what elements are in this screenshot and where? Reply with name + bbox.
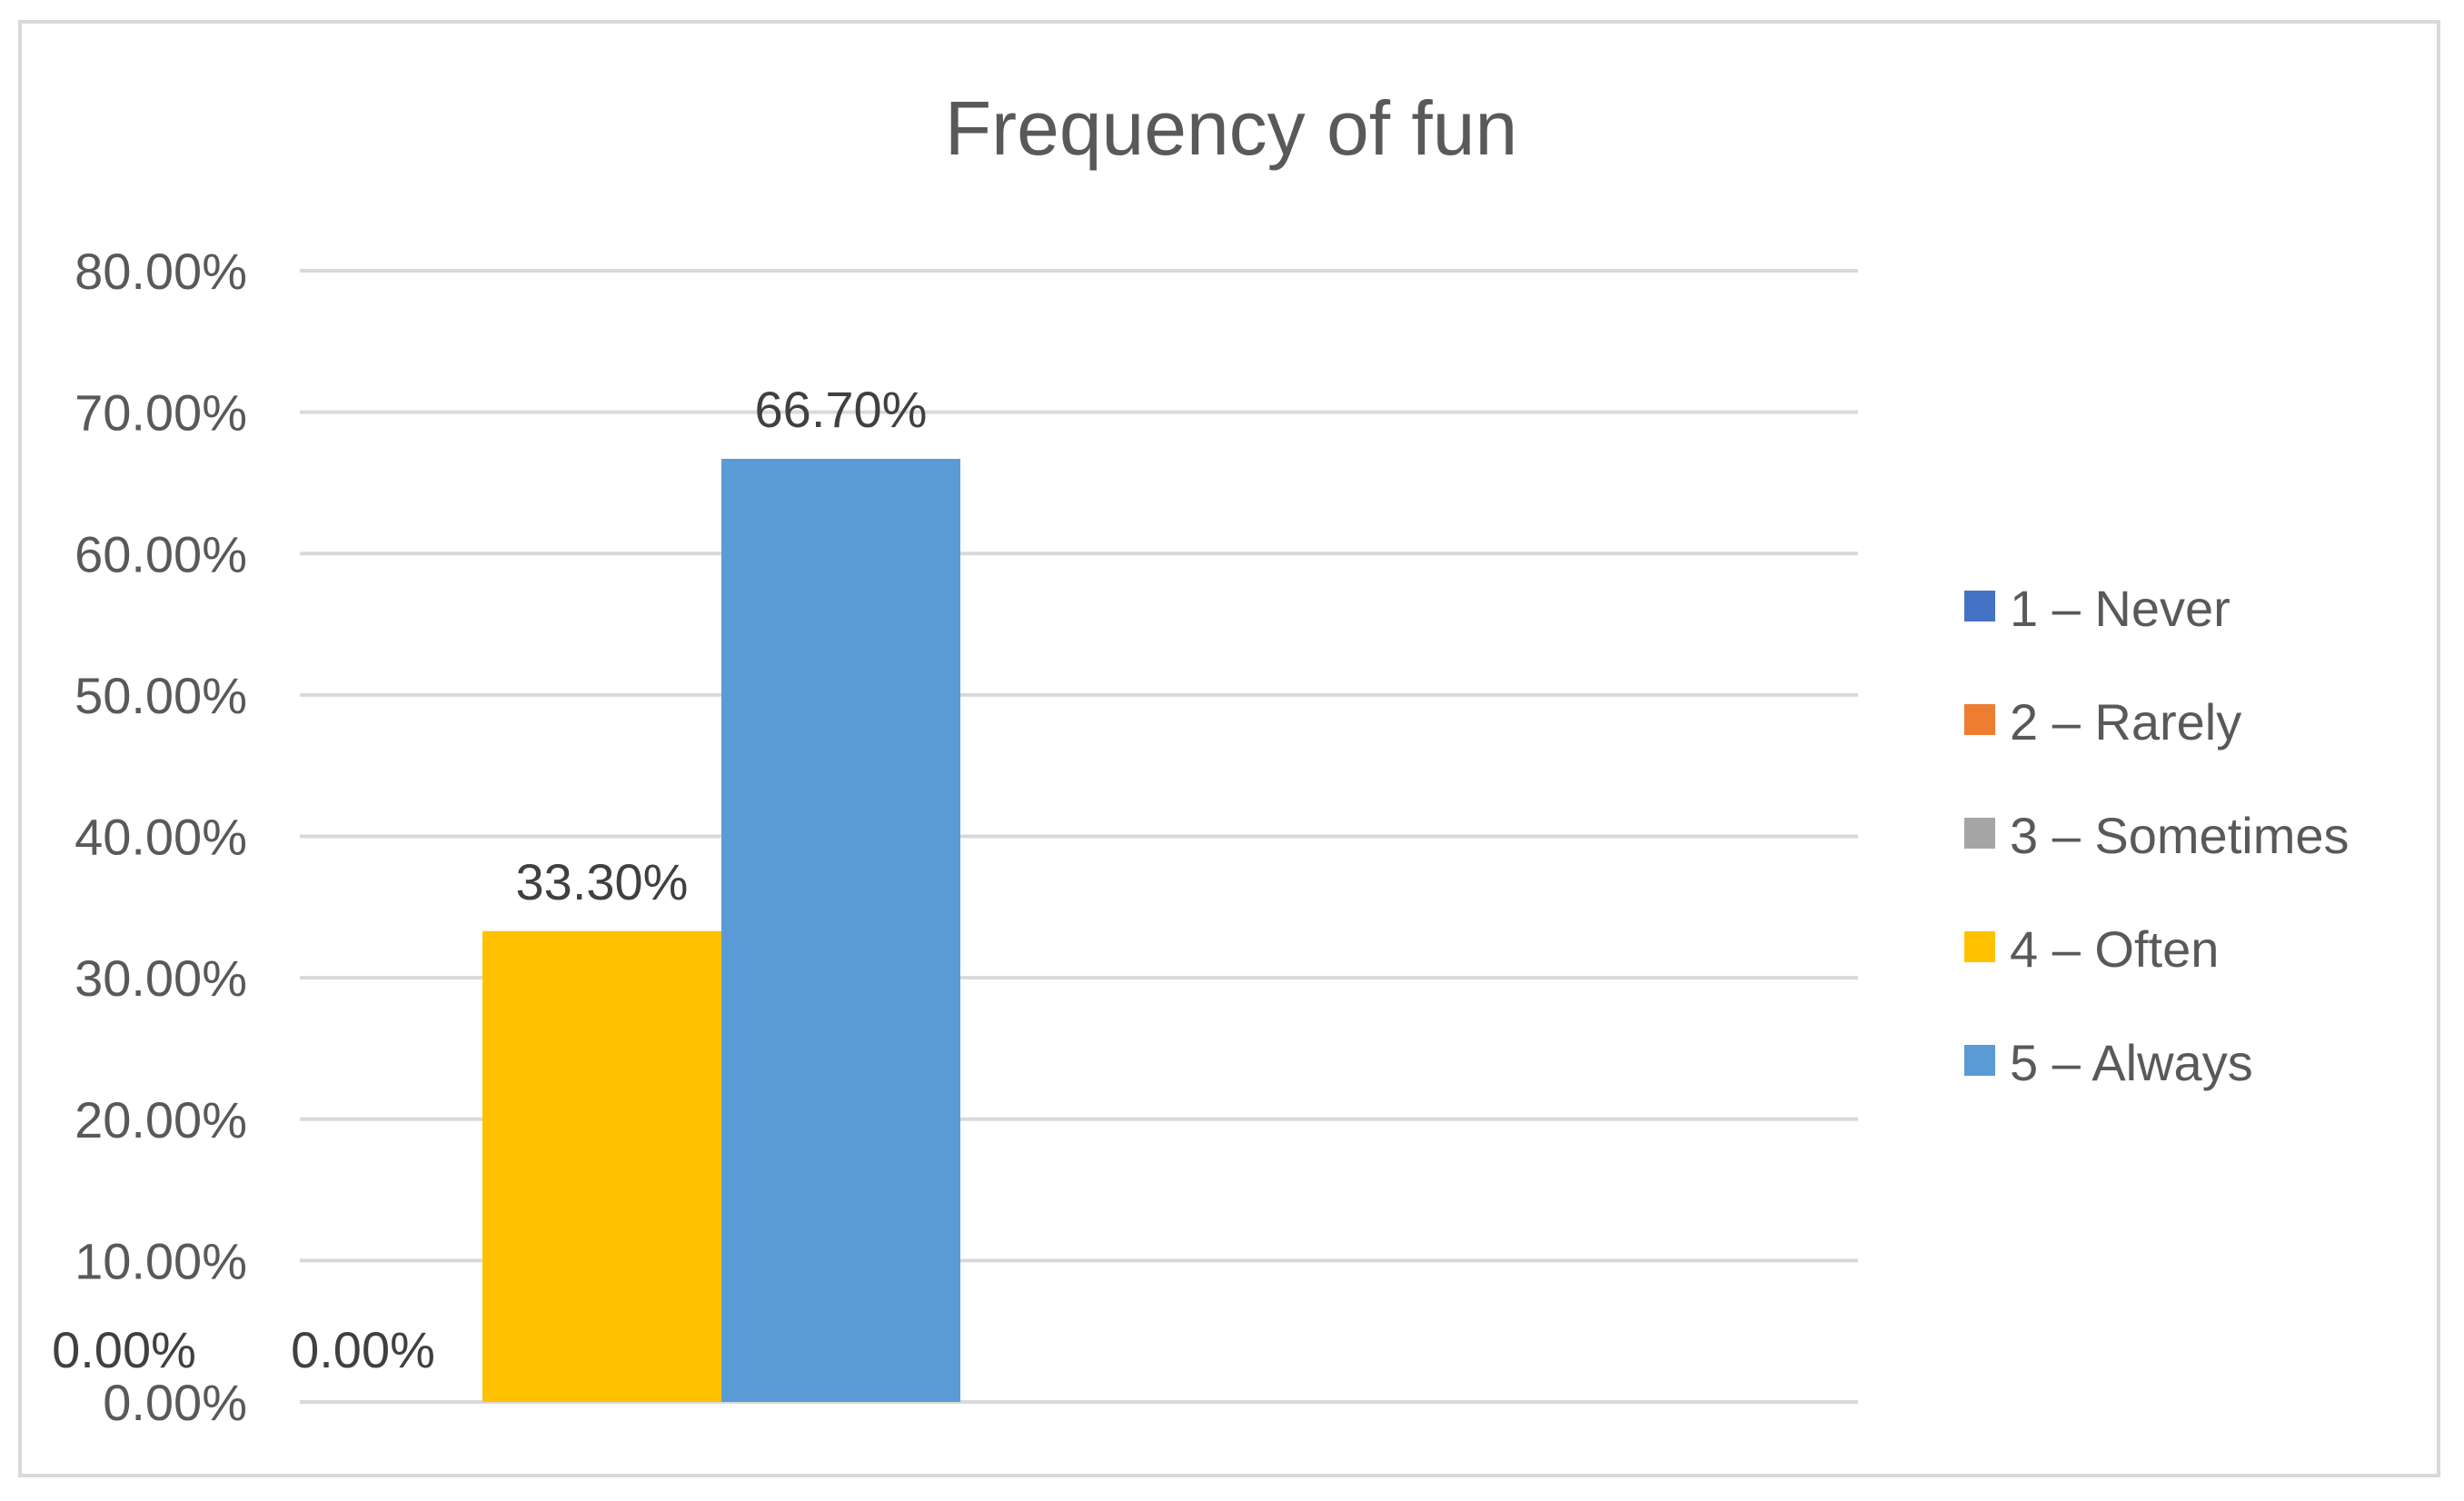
data-labels: 0.00%0.00%0.00%33.30%66.70% [52, 381, 928, 1378]
y-tick-label: 0.00% [103, 1374, 247, 1431]
data-label: 66.70% [755, 381, 928, 438]
bar [721, 458, 960, 1403]
data-label: 0.00% [52, 1321, 196, 1378]
y-tick-label: 50.00% [75, 667, 247, 724]
y-tick-label: 40.00% [75, 809, 247, 866]
legend-swatch [1964, 1045, 1995, 1076]
y-tick-label: 60.00% [75, 525, 247, 582]
chart-frame [18, 20, 2440, 1477]
y-axis-ticks: 0.00% 10.00% 20.00% 30.00% 40.00% 50.00% 60.00… [75, 243, 247, 1431]
y-tick-label: 80.00% [75, 243, 247, 300]
legend-label: 3 – Sometimes [2010, 807, 2350, 864]
legend: 1 – Never 2 – Rarely 3 – Sometimes 4 – Ofte… [1964, 580, 2350, 1091]
bar [482, 930, 721, 1402]
data-label: 0.00% [291, 1321, 435, 1378]
chart-title: Frequency of fun [945, 85, 1517, 171]
legend-label: 1 – Never [2010, 580, 2231, 637]
y-tick-label: 20.00% [75, 1091, 247, 1148]
legend-swatch [1964, 704, 1995, 735]
legend-swatch [1964, 591, 1995, 621]
legend-swatch [1964, 931, 1995, 962]
legend-label: 2 – Rarely [2010, 693, 2241, 750]
legend-label: 4 – Often [2010, 920, 2219, 978]
y-tick-label: 30.00% [75, 949, 247, 1007]
bars [482, 458, 960, 1403]
legend-swatch [1964, 818, 1995, 849]
y-tick-label: 10.00% [75, 1232, 247, 1289]
y-tick-label: 70.00% [75, 384, 247, 442]
legend-label: 5 – Always [2010, 1034, 2253, 1091]
data-label: 33.30% [516, 853, 689, 910]
